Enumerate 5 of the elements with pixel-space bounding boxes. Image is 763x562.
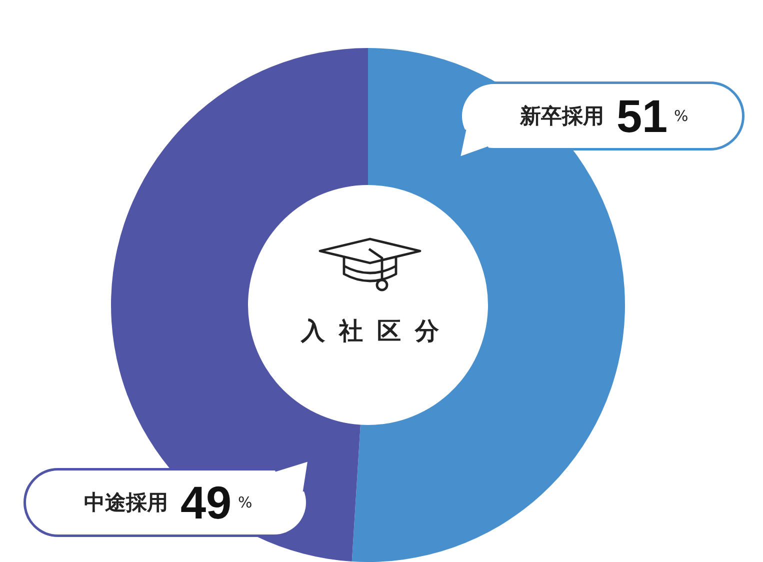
slice-label: 中途採用 [84,490,168,514]
data-label: 51% [616,90,688,142]
text: 入社区分 [300,317,453,345]
data-label: 49% [180,476,252,528]
slice-label: 新卒採用 [518,104,604,128]
